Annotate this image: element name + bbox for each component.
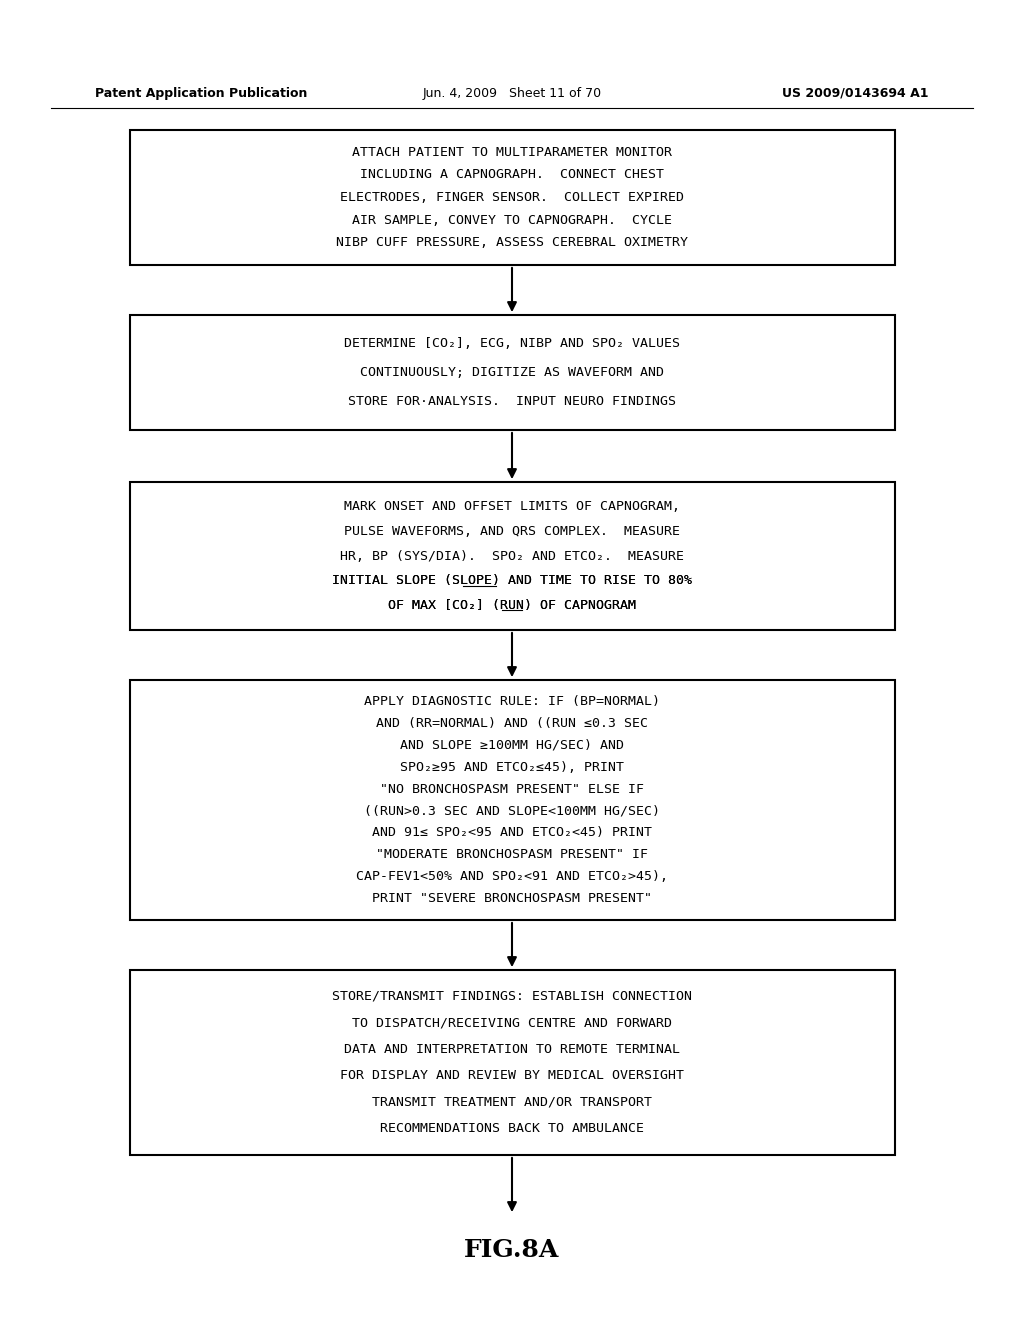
Text: US 2009/0143694 A1: US 2009/0143694 A1 — [782, 87, 929, 99]
Text: "MODERATE BRONCHOSPASM PRESENT" IF: "MODERATE BRONCHOSPASM PRESENT" IF — [376, 847, 648, 861]
Text: AND 91≤ SPO₂<95 AND ETCO₂<45) PRINT: AND 91≤ SPO₂<95 AND ETCO₂<45) PRINT — [372, 826, 652, 840]
Text: ((RUN>0.3 SEC AND SLOPE<100MM HG/SEC): ((RUN>0.3 SEC AND SLOPE<100MM HG/SEC) — [364, 804, 660, 817]
Text: FIG.8A: FIG.8A — [464, 1238, 560, 1262]
Text: NIBP CUFF PRESSURE, ASSESS CEREBRAL OXIMETRY: NIBP CUFF PRESSURE, ASSESS CEREBRAL OXIM… — [336, 236, 688, 249]
Text: Jun. 4, 2009   Sheet 11 of 70: Jun. 4, 2009 Sheet 11 of 70 — [423, 87, 601, 99]
Text: STORE/TRANSMIT FINDINGS: ESTABLISH CONNECTION: STORE/TRANSMIT FINDINGS: ESTABLISH CONNE… — [332, 990, 692, 1003]
Text: AND (RR=NORMAL) AND ((RUN ≤0.3 SEC: AND (RR=NORMAL) AND ((RUN ≤0.3 SEC — [376, 717, 648, 730]
Bar — [130, 680, 895, 920]
Bar — [130, 970, 895, 1155]
Bar — [130, 129, 895, 265]
Text: MARK ONSET AND OFFSET LIMITS OF CAPNOGRAM,: MARK ONSET AND OFFSET LIMITS OF CAPNOGRA… — [344, 500, 680, 513]
Text: "NO BRONCHOSPASM PRESENT" ELSE IF: "NO BRONCHOSPASM PRESENT" ELSE IF — [380, 783, 644, 796]
Text: Patent Application Publication: Patent Application Publication — [95, 87, 307, 99]
Text: ELECTRODES, FINGER SENSOR.  COLLECT EXPIRED: ELECTRODES, FINGER SENSOR. COLLECT EXPIR… — [340, 191, 684, 205]
Text: APPLY DIAGNOSTIC RULE: IF (BP=NORMAL): APPLY DIAGNOSTIC RULE: IF (BP=NORMAL) — [364, 696, 660, 709]
Text: CONTINUOUSLY; DIGITIZE AS WAVEFORM AND: CONTINUOUSLY; DIGITIZE AS WAVEFORM AND — [360, 366, 664, 379]
Bar — [130, 482, 895, 630]
Text: STORE FOR·ANALYSIS.  INPUT NEURO FINDINGS: STORE FOR·ANALYSIS. INPUT NEURO FINDINGS — [348, 395, 676, 408]
Text: OF MAX [CO₂] (RUN) OF CAPNOGRAM: OF MAX [CO₂] (RUN) OF CAPNOGRAM — [388, 599, 636, 612]
Text: FOR DISPLAY AND REVIEW BY MEDICAL OVERSIGHT: FOR DISPLAY AND REVIEW BY MEDICAL OVERSI… — [340, 1069, 684, 1082]
Text: INITIAL SLOPE (SLOPE) AND TIME TO RISE TO 80%: INITIAL SLOPE (SLOPE) AND TIME TO RISE T… — [332, 574, 692, 587]
Text: PRINT "SEVERE BRONCHOSPASM PRESENT": PRINT "SEVERE BRONCHOSPASM PRESENT" — [372, 892, 652, 904]
Text: PULSE WAVEFORMS, AND QRS COMPLEX.  MEASURE: PULSE WAVEFORMS, AND QRS COMPLEX. MEASUR… — [344, 525, 680, 537]
Text: DETERMINE [CO₂], ECG, NIBP AND SPO₂ VALUES: DETERMINE [CO₂], ECG, NIBP AND SPO₂ VALU… — [344, 337, 680, 350]
Text: CAP-FEV1<50% AND SPO₂<91 AND ETCO₂>45),: CAP-FEV1<50% AND SPO₂<91 AND ETCO₂>45), — [356, 870, 668, 883]
Text: TRANSMIT TREATMENT AND/OR TRANSPORT: TRANSMIT TREATMENT AND/OR TRANSPORT — [372, 1096, 652, 1109]
Text: INCLUDING A CAPNOGRAPH.  CONNECT CHEST: INCLUDING A CAPNOGRAPH. CONNECT CHEST — [360, 169, 664, 181]
Text: INITIAL SLOPE (SLOPE) AND TIME TO RISE TO 80%: INITIAL SLOPE (SLOPE) AND TIME TO RISE T… — [332, 574, 692, 587]
Text: SPO₂≥95 AND ETCO₂≤45), PRINT: SPO₂≥95 AND ETCO₂≤45), PRINT — [400, 760, 624, 774]
Text: DATA AND INTERPRETATION TO REMOTE TERMINAL: DATA AND INTERPRETATION TO REMOTE TERMIN… — [344, 1043, 680, 1056]
Text: OF MAX [CO₂] (RUN) OF CAPNOGRAM: OF MAX [CO₂] (RUN) OF CAPNOGRAM — [388, 599, 636, 612]
Text: HR, BP (SYS/DIA).  SPO₂ AND ETCO₂.  MEASURE: HR, BP (SYS/DIA). SPO₂ AND ETCO₂. MEASUR… — [340, 549, 684, 562]
Bar — [130, 315, 895, 430]
Text: TO DISPATCH/RECEIVING CENTRE AND FORWARD: TO DISPATCH/RECEIVING CENTRE AND FORWARD — [352, 1016, 672, 1030]
Text: ATTACH PATIENT TO MULTIPARAMETER MONITOR: ATTACH PATIENT TO MULTIPARAMETER MONITOR — [352, 147, 672, 158]
Text: AND SLOPE ≥100MM HG/SEC) AND: AND SLOPE ≥100MM HG/SEC) AND — [400, 739, 624, 752]
Text: RECOMMENDATIONS BACK TO AMBULANCE: RECOMMENDATIONS BACK TO AMBULANCE — [380, 1122, 644, 1135]
Text: AIR SAMPLE, CONVEY TO CAPNOGRAPH.  CYCLE: AIR SAMPLE, CONVEY TO CAPNOGRAPH. CYCLE — [352, 214, 672, 227]
